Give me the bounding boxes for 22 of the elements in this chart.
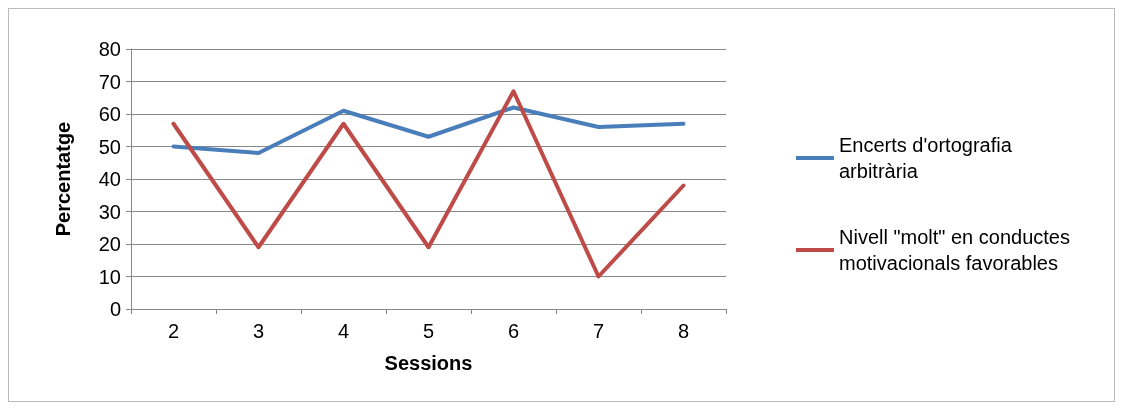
y-axis-title: Percentatge xyxy=(52,121,74,237)
y-tick-label: 70 xyxy=(98,70,121,93)
y-tick-label: 20 xyxy=(98,233,121,255)
x-axis-title: Sessions xyxy=(384,352,473,374)
y-tick-label: 50 xyxy=(98,135,121,158)
y-tick-label: 10 xyxy=(98,265,121,288)
x-tick-label: 8 xyxy=(677,320,690,342)
y-tick-label: 80 xyxy=(98,38,121,60)
x-tick-label: 7 xyxy=(592,320,605,342)
x-tick-label: 3 xyxy=(252,320,265,342)
line-series xyxy=(171,105,686,155)
x-tick-label: 6 xyxy=(507,320,520,342)
legend-label: Encerts d'ortografia arbitrària xyxy=(839,134,1018,182)
line-series xyxy=(171,89,686,279)
y-tick-label: 0 xyxy=(109,298,121,320)
legend-label: Nivell "molt" en conductes motivacionals favorables xyxy=(839,226,1076,274)
y-tick-label: 40 xyxy=(98,168,121,190)
x-tick-label: 5 xyxy=(422,320,435,342)
x-tick-label: 2 xyxy=(167,320,180,342)
y-tick-label: 60 xyxy=(98,103,121,125)
y-tick-label: 30 xyxy=(98,200,121,223)
x-tick-label: 4 xyxy=(337,320,350,342)
